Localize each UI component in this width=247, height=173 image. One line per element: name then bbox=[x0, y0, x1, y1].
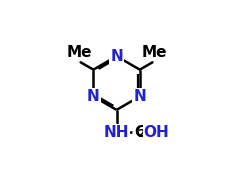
Text: NH: NH bbox=[104, 125, 129, 140]
Text: Me: Me bbox=[66, 45, 92, 60]
Text: N: N bbox=[87, 89, 100, 104]
Text: N: N bbox=[133, 89, 146, 104]
Text: CH: CH bbox=[134, 125, 158, 140]
Text: N: N bbox=[110, 49, 123, 64]
Text: 2: 2 bbox=[137, 129, 145, 139]
Text: OH: OH bbox=[144, 125, 169, 140]
Text: Me: Me bbox=[141, 45, 167, 60]
